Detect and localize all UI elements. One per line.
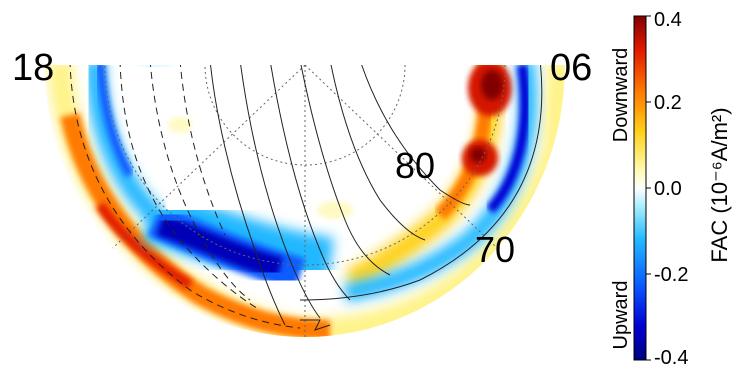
mlt-meridian-09	[304, 65, 516, 266]
lat-label-70: 70	[475, 229, 515, 270]
faint-patch-3	[135, 65, 175, 66]
faint-patch-1	[168, 117, 192, 133]
colorbar-label-upward: Upward	[610, 281, 632, 350]
colorbar-tick-label: -0.4	[654, 347, 688, 369]
colorbar: 0.4 0.2 0.0 -0.2 -0.4 Downward Upward FAC (1…	[610, 9, 732, 369]
colorbar-axis-title: FAC (10⁻⁶A/m²)	[707, 107, 732, 262]
polar-grid	[94, 65, 516, 337]
model-contours-dashed	[69, 65, 301, 329]
dusk-upward-core	[95, 65, 134, 178]
colorbar-gradient	[633, 15, 647, 361]
dawn-downward-blob-1-core	[481, 70, 503, 100]
dawn-downward-blob-2-core	[470, 147, 486, 163]
mlt-label-06: 06	[550, 47, 592, 89]
mlt-label-18: 18	[12, 47, 54, 89]
fac-map	[47, 65, 565, 337]
colorbar-tick-label: 0.4	[654, 9, 682, 31]
dusk-upward-band	[85, 65, 167, 228]
lat-label-80: 80	[395, 145, 435, 186]
colorbar-tick-label: -0.2	[654, 264, 688, 286]
dusk-downward-core	[95, 202, 193, 290]
model-contours-solid	[209, 65, 543, 331]
noon-upward-core	[156, 214, 283, 279]
colorbar-tick-label: 0.0	[654, 178, 682, 200]
colorbar-ticks: 0.4 0.2 0.0 -0.2 -0.4	[646, 9, 688, 369]
colorbar-tick-label: 0.2	[654, 92, 682, 114]
colorbar-label-downward: Downward	[610, 48, 632, 142]
faint-patch-2	[317, 201, 353, 219]
dawn-upward-core	[486, 65, 530, 214]
